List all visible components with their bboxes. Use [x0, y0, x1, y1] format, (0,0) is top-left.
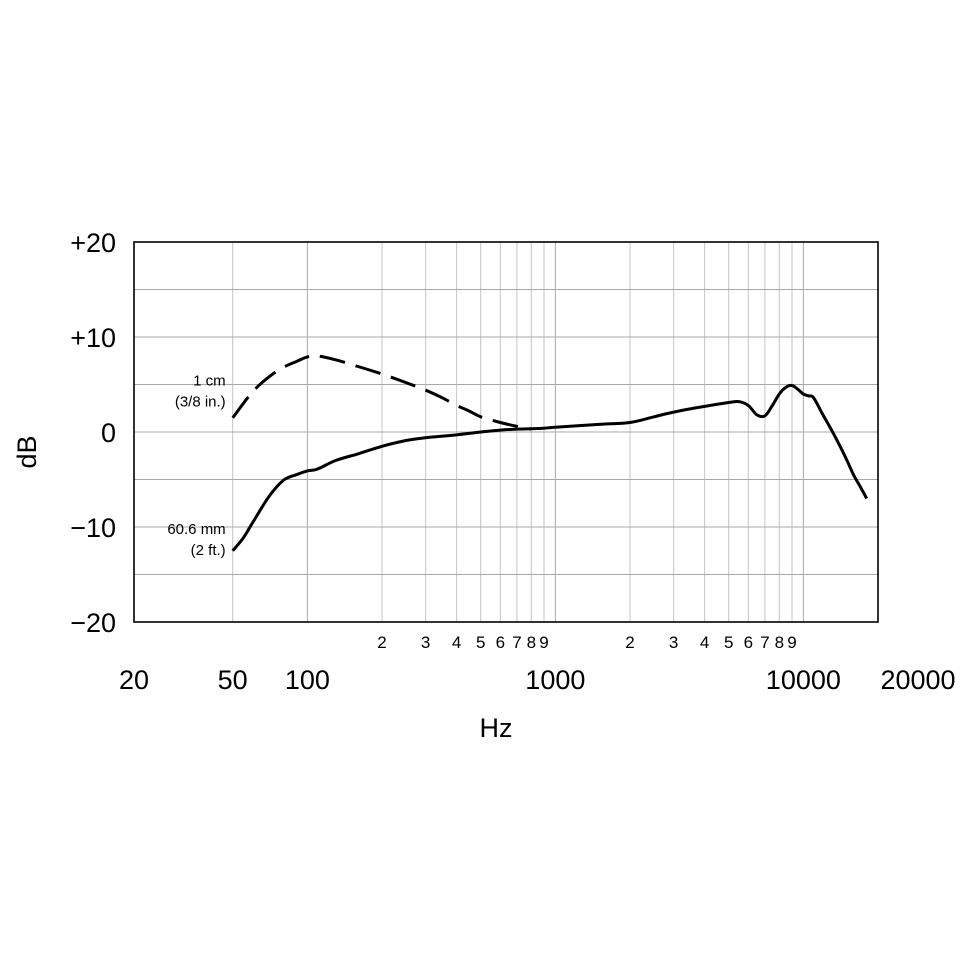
x-minor-tick-label: 3 — [669, 633, 678, 652]
curve-annotation-label: (3/8 in.) — [175, 394, 226, 411]
curve-annotation-label: 1 cm — [193, 373, 226, 390]
x-minor-tick-label: 5 — [476, 633, 485, 652]
x-axis-label: Hz — [480, 713, 513, 743]
y-tick-label: +20 — [70, 228, 116, 258]
x-major-tick-label: 1000 — [525, 665, 585, 695]
x-minor-tick-label: 8 — [775, 633, 784, 652]
x-minor-tick-label: 7 — [760, 633, 769, 652]
curve-annotation-label: (2 ft.) — [191, 542, 226, 559]
x-minor-tick-label: 7 — [512, 633, 521, 652]
x-major-tick-label: 20000 — [880, 665, 955, 695]
x-major-tick-label: 20 — [119, 665, 149, 695]
grid-lines — [134, 242, 878, 622]
x-minor-tick-label: 4 — [452, 633, 461, 652]
curve-1cm-dashed — [231, 354, 532, 431]
curve-annotation-label: 60.6 mm — [167, 521, 225, 538]
x-major-tick-label: 100 — [285, 665, 330, 695]
x-major-tick-label: 50 — [218, 665, 248, 695]
x-minor-tick-label: 6 — [496, 633, 505, 652]
x-minor-tick-label: 9 — [787, 633, 796, 652]
y-tick-label: +10 — [70, 323, 116, 353]
x-minor-tick-label: 3 — [421, 633, 430, 652]
x-minor-tick-label: 8 — [527, 633, 536, 652]
plot-frame — [133, 241, 879, 623]
x-major-tick-label: 10000 — [766, 665, 841, 695]
x-minor-tick-label: 4 — [700, 633, 709, 652]
y-tick-label: −20 — [70, 608, 116, 638]
x-minor-tick-label: 2 — [625, 633, 634, 652]
y-axis-label: dB — [12, 435, 42, 468]
response-curves — [231, 354, 869, 552]
y-axis-ticks: +20 +10 0 −10 −20 — [70, 228, 116, 638]
curve-annotations: 1 cm (3/8 in.) 60.6 mm (2 ft.) — [167, 373, 225, 559]
x-minor-tick-label: 5 — [724, 633, 733, 652]
x-minor-tick-label: 9 — [539, 633, 548, 652]
y-tick-label: −10 — [70, 513, 116, 543]
y-tick-label: 0 — [101, 418, 116, 448]
x-minor-tick-label: 6 — [744, 633, 753, 652]
x-minor-tick-label: 2 — [377, 633, 386, 652]
curve-60mm-solid — [231, 383, 869, 552]
